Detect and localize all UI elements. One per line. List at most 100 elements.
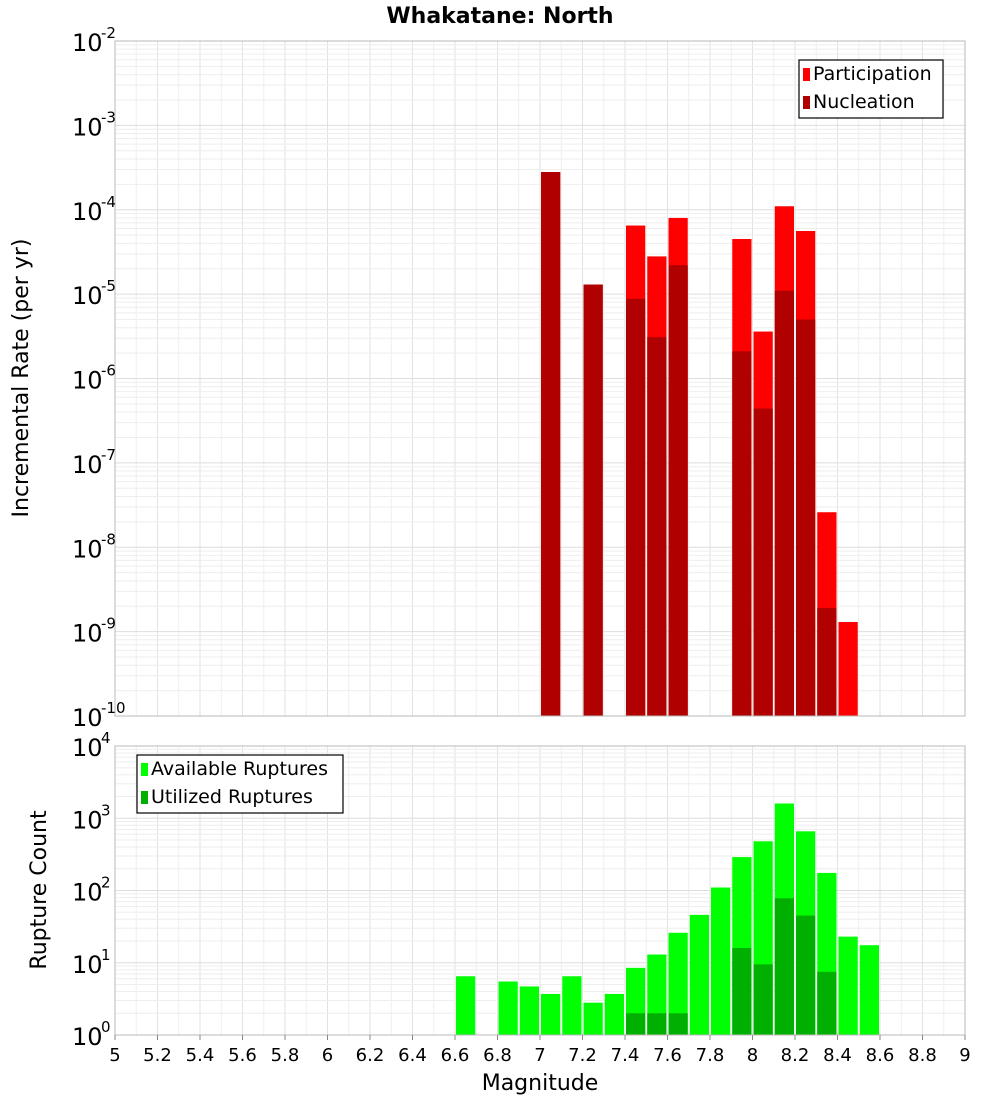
- bar-primary: [668, 932, 688, 1035]
- y-tick-exponent: -10: [101, 699, 126, 717]
- bar-primary: [689, 914, 709, 1035]
- y-tick-label: 10: [72, 451, 103, 479]
- x-tick-label: 9: [959, 1045, 970, 1066]
- bar-secondary: [626, 1013, 646, 1035]
- y-tick-label: 10: [72, 198, 103, 226]
- bar-secondary: [647, 337, 667, 716]
- bar-secondary: [796, 319, 816, 716]
- x-tick-label: 7.8: [696, 1045, 725, 1066]
- bar-primary: [711, 887, 731, 1035]
- x-tick-label: 8.8: [908, 1045, 937, 1066]
- bar-secondary: [774, 290, 794, 716]
- x-tick-label: 8.2: [781, 1045, 810, 1066]
- y-tick-exponent: 0: [101, 1018, 111, 1036]
- y-tick-exponent: 1: [101, 946, 111, 964]
- legend: Available Ruptures Utilized Ruptures: [136, 754, 344, 814]
- bar-secondary: [817, 971, 837, 1035]
- y-tick-label: 10: [72, 620, 103, 648]
- legend-label: Nucleation: [813, 91, 915, 113]
- y-axis-label: Incremental Rate (per yr): [9, 239, 34, 518]
- bar-primary: [541, 993, 561, 1035]
- bar-primary: [498, 981, 518, 1035]
- y-axis-label: Rupture Count: [27, 810, 52, 970]
- bar-secondary: [732, 948, 752, 1035]
- legend-swatch: [803, 68, 810, 81]
- x-tick-label: 7.2: [568, 1045, 597, 1066]
- x-tick-label: 8.6: [866, 1045, 895, 1066]
- x-tick-label: 6.4: [398, 1045, 427, 1066]
- legend-label: Available Ruptures: [151, 758, 328, 780]
- legend: Participation Nucleation: [798, 59, 944, 119]
- y-tick-label: 10: [72, 29, 103, 57]
- bar-primary: [838, 622, 858, 716]
- legend-swatch: [141, 763, 148, 776]
- legend-label: Participation: [813, 63, 932, 85]
- x-tick-label: 8.4: [823, 1045, 852, 1066]
- x-axis: 5 5.2 5.4 5.6 5.8 6 6.2 6.4 6.6 6.8 7 7.2 7.4 7.6 7.8 8…: [109, 1035, 971, 1066]
- x-tick-label: 6: [322, 1045, 333, 1066]
- plot-frame: [114, 40, 966, 717]
- bar-primary: [859, 945, 879, 1035]
- bar-secondary: [732, 351, 752, 716]
- x-axis-label: Magnitude: [482, 1071, 599, 1096]
- legend-box: [136, 754, 344, 814]
- chart-title: Whakatane: North: [386, 4, 613, 29]
- bar-secondary: [647, 1013, 667, 1035]
- y-tick-exponent: -9: [101, 615, 116, 633]
- y-tick-exponent: -6: [101, 362, 116, 380]
- y-tick-exponent: 4: [101, 729, 111, 747]
- bar-primary: [562, 976, 582, 1035]
- bar-secondary: [668, 1013, 688, 1035]
- bar-primary: [838, 936, 858, 1035]
- y-tick-label: 10: [72, 704, 103, 732]
- legend-box: [798, 59, 944, 119]
- y-tick-label: 10: [72, 734, 103, 762]
- y-tick-label: 10: [72, 1023, 103, 1051]
- bar-primary: [456, 976, 476, 1035]
- legend-label: Utilized Ruptures: [151, 786, 313, 808]
- y-tick-exponent: -8: [101, 530, 116, 548]
- x-tick-label: 5.8: [271, 1045, 300, 1066]
- x-tick-label: 6.2: [356, 1045, 385, 1066]
- bar-primary: [604, 993, 624, 1035]
- y-tick-label: 10: [72, 951, 103, 979]
- y-tick-exponent: -3: [101, 108, 116, 126]
- bar-secondary: [753, 964, 773, 1035]
- x-tick-label: 8: [747, 1045, 758, 1066]
- bar-secondary: [583, 284, 603, 716]
- bar-secondary: [796, 915, 816, 1035]
- x-tick-label: 7: [534, 1045, 545, 1066]
- y-tick-label: 10: [72, 806, 103, 834]
- bar-secondary: [626, 298, 646, 716]
- bar-primary: [583, 1002, 603, 1035]
- y-tick-exponent: 3: [101, 801, 111, 819]
- bar-secondary: [541, 172, 561, 716]
- x-tick-label: 6.6: [441, 1045, 470, 1066]
- legend-swatch: [141, 791, 148, 804]
- x-tick-label: 5: [109, 1045, 120, 1066]
- bar-secondary: [774, 898, 794, 1035]
- bar-secondary: [668, 265, 688, 716]
- y-tick-label: 10: [72, 113, 103, 141]
- y-tick-exponent: -7: [101, 446, 116, 464]
- y-tick-exponent: -4: [101, 193, 116, 211]
- bar-primary: [519, 986, 539, 1035]
- bar-secondary: [817, 608, 837, 716]
- y-tick-exponent: -2: [101, 24, 116, 42]
- x-tick-label: 5.6: [228, 1045, 257, 1066]
- y-tick-label: 10: [72, 879, 103, 907]
- y-tick-label: 10: [72, 282, 103, 310]
- x-tick-label: 7.6: [653, 1045, 682, 1066]
- x-tick-label: 5.2: [143, 1045, 172, 1066]
- y-tick-label: 10: [72, 367, 103, 395]
- bar-secondary: [753, 408, 773, 716]
- y-tick-exponent: -5: [101, 277, 116, 295]
- y-tick-label: 10: [72, 535, 103, 563]
- x-tick-label: 7.4: [611, 1045, 640, 1066]
- x-tick-label: 5.4: [186, 1045, 215, 1066]
- x-tick-label: 6.8: [483, 1045, 512, 1066]
- rate-panel: 10-1010-910-810-710-610-510-410-310-2Inc…: [9, 24, 966, 732]
